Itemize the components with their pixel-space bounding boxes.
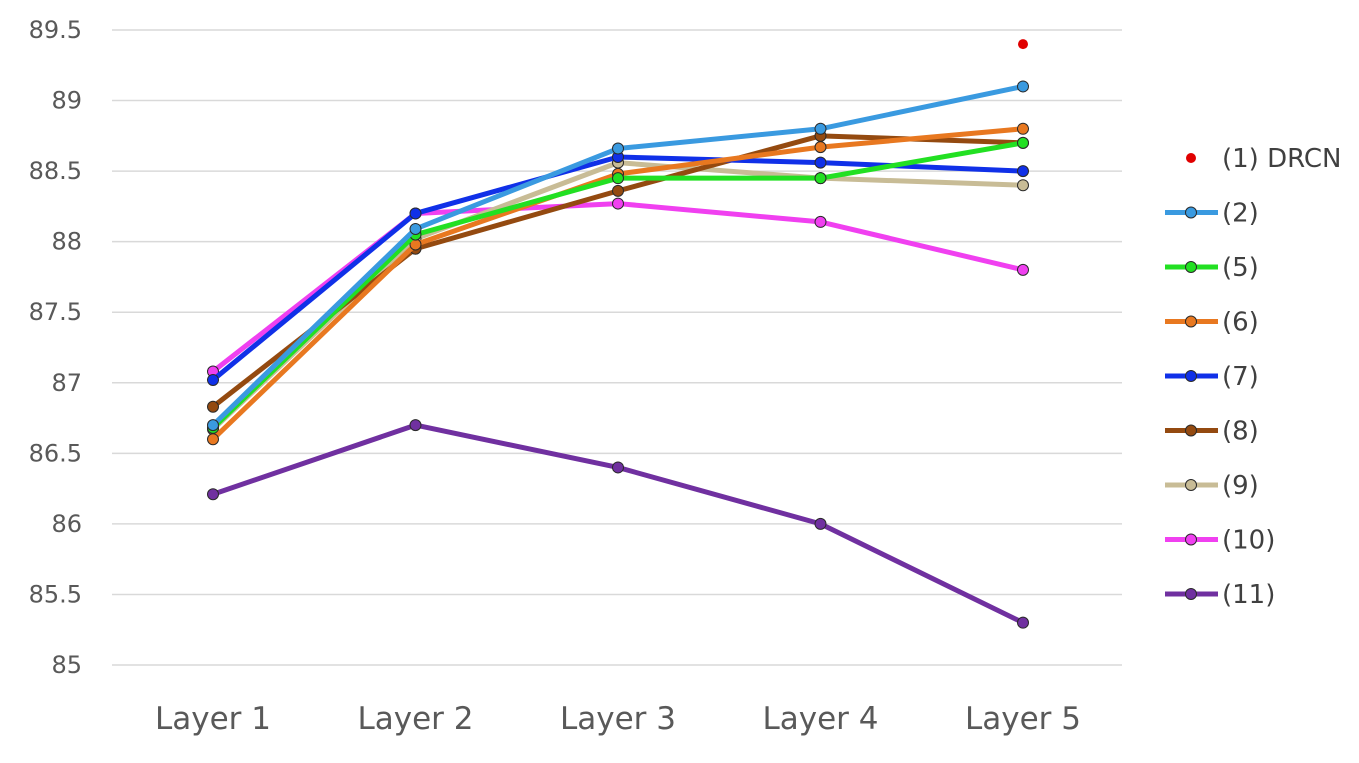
x-tick-label: Layer 1 xyxy=(155,701,271,737)
data-point xyxy=(207,488,219,501)
legend-marker xyxy=(1185,315,1197,328)
data-point xyxy=(814,172,827,185)
data-point xyxy=(1017,136,1029,149)
legend-entry: (9) xyxy=(1165,471,1259,501)
data-point xyxy=(612,142,624,155)
legend-label: (10) xyxy=(1222,526,1275,556)
x-axis-tick-labels: Layer 1 Layer 2 Layer 3 Layer 4 Layer 5 xyxy=(155,701,1081,737)
x-tick-label: Layer 2 xyxy=(357,701,473,737)
legend-label: (5) xyxy=(1222,253,1259,283)
y-tick-label: 87 xyxy=(51,369,82,397)
legend-label: (2) xyxy=(1222,199,1259,229)
legend-marker xyxy=(1185,588,1197,600)
data-point xyxy=(1018,39,1028,50)
y-axis-tick-labels: 85 85.5 86 86.5 87 87.5 88 88.5 89 89.5 xyxy=(29,16,82,679)
series-line xyxy=(211,201,1024,374)
legend-label: (7) xyxy=(1222,362,1259,392)
legend-label: (8) xyxy=(1222,417,1259,447)
data-point xyxy=(1017,80,1029,93)
data-point xyxy=(612,184,624,197)
gridlines xyxy=(112,29,1122,666)
data-point xyxy=(814,517,827,530)
data-point xyxy=(814,215,827,228)
data-point xyxy=(612,461,624,474)
data-point xyxy=(814,156,827,169)
legend-entry: (10) xyxy=(1165,526,1275,556)
data-point xyxy=(1017,165,1029,178)
legend-marker xyxy=(1185,424,1197,437)
series-lines xyxy=(207,39,1029,629)
series-0 xyxy=(1018,39,1028,50)
series-8 xyxy=(207,419,1029,629)
x-tick-label: Layer 4 xyxy=(762,701,878,737)
x-tick-label: Layer 3 xyxy=(560,701,676,737)
data-point xyxy=(207,400,219,413)
legend-marker xyxy=(1185,206,1197,219)
y-tick-label: 87.5 xyxy=(29,298,82,326)
legend-label: (11) xyxy=(1222,580,1275,610)
data-point xyxy=(814,141,827,154)
y-tick-label: 88.5 xyxy=(29,157,82,185)
y-tick-label: 85.5 xyxy=(29,580,82,608)
legend-label: (1) DRCN xyxy=(1222,144,1342,174)
legend-marker xyxy=(1185,533,1197,546)
data-point xyxy=(1017,263,1029,276)
y-tick-label: 89 xyxy=(51,87,82,115)
x-tick-label: Layer 5 xyxy=(965,701,1081,737)
legend-marker xyxy=(1185,261,1197,273)
legend-entry: (2) xyxy=(1165,199,1259,229)
y-tick-label: 86 xyxy=(51,510,82,538)
legend-entry: (11) xyxy=(1165,580,1275,610)
data-point xyxy=(612,172,624,185)
data-point xyxy=(409,222,422,235)
data-point xyxy=(1017,616,1029,629)
legend-label: (9) xyxy=(1222,471,1259,501)
data-point xyxy=(207,419,219,432)
series-7 xyxy=(207,197,1029,378)
legend-marker xyxy=(1185,479,1197,491)
legend-marker xyxy=(1185,370,1197,382)
data-point xyxy=(409,419,422,432)
y-tick-label: 89.5 xyxy=(29,16,82,44)
data-point xyxy=(612,197,624,210)
data-point xyxy=(1017,122,1029,135)
legend: (1) DRCN (2) (5) (6) (7) (8) (9) (10) (11) xyxy=(1165,144,1342,610)
legend-label: (6) xyxy=(1222,308,1259,338)
data-point xyxy=(207,433,219,446)
data-point xyxy=(207,373,219,386)
data-point xyxy=(814,122,827,135)
y-tick-label: 88 xyxy=(51,228,82,256)
y-tick-label: 86.5 xyxy=(29,439,82,467)
legend-entry: (6) xyxy=(1165,308,1259,338)
y-tick-label: 85 xyxy=(51,651,82,679)
legend-marker xyxy=(1186,153,1196,163)
data-point xyxy=(1017,179,1029,192)
legend-entry: (5) xyxy=(1165,253,1259,283)
legend-entry: (1) DRCN xyxy=(1186,144,1342,174)
series-1 xyxy=(207,80,1029,432)
legend-entry: (8) xyxy=(1165,417,1259,447)
data-point xyxy=(409,207,422,220)
legend-entry: (7) xyxy=(1165,362,1259,392)
